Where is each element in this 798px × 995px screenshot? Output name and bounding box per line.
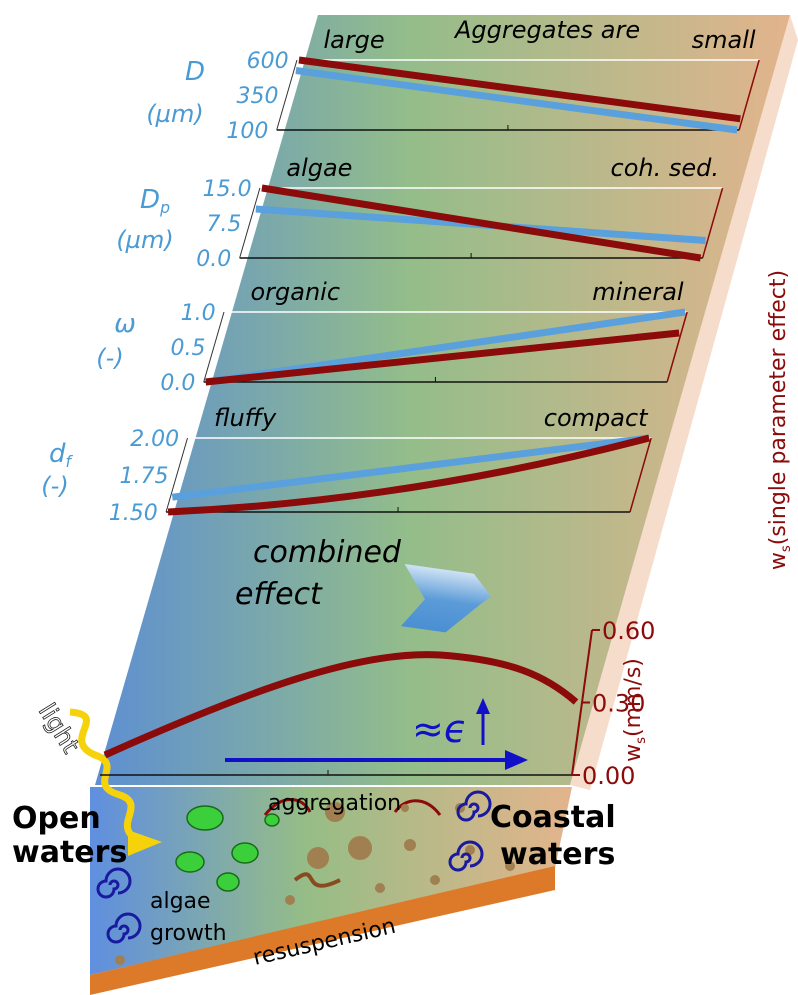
parameter-symbol: ω xyxy=(114,309,136,339)
tick-label: 15.0 xyxy=(203,177,252,202)
subscript: f xyxy=(66,453,74,471)
left-annotation: algae xyxy=(286,154,352,182)
tick-label: 0.00 xyxy=(582,762,635,790)
parameter-unit: (-) xyxy=(96,344,123,372)
aggregation-label: aggregation xyxy=(268,791,401,816)
tick-label: 600 xyxy=(247,49,289,74)
algae-label: growth xyxy=(150,921,227,946)
parameter-symbol: df xyxy=(49,439,74,471)
symbol: (single parameter effect) xyxy=(766,270,791,545)
open-waters: waters xyxy=(12,835,127,870)
symbol: w xyxy=(621,744,646,762)
tick-label: 0.0 xyxy=(160,371,195,396)
tick-label: 350 xyxy=(237,84,279,109)
axis-label: ws(mm/s) xyxy=(621,658,649,762)
combined-label: effect xyxy=(235,577,323,612)
symbol: D xyxy=(140,185,160,215)
right-annotation: compact xyxy=(544,404,649,432)
symbol: (mm/s) xyxy=(621,658,646,737)
tick-label: 100 xyxy=(226,119,268,144)
left-annotation: organic xyxy=(250,278,340,306)
tick-label: 7.5 xyxy=(206,212,241,237)
parameter-unit: (µm) xyxy=(146,100,203,128)
tick-label: 1.0 xyxy=(181,301,216,326)
parameter-symbol: D xyxy=(185,57,205,87)
right-annotation: coh. sed. xyxy=(611,154,719,182)
tick-label: 0.60 xyxy=(602,617,655,645)
left-annotation: large xyxy=(323,26,384,54)
parameter-unit: (-) xyxy=(41,472,68,500)
coastal-waters: Coastal xyxy=(490,800,616,835)
symbol: w xyxy=(766,552,791,570)
tick-label: 0.5 xyxy=(171,336,206,361)
tick-label: 1.75 xyxy=(119,464,168,489)
side-label: ws(single parameter effect) xyxy=(766,270,794,570)
header-title: Aggregates are xyxy=(453,16,640,44)
epsilon-label: ≈ϵ xyxy=(412,707,467,751)
subscript: p xyxy=(159,199,170,217)
figure: Aggregates are 600 350 100 D (µm) large small 15… xyxy=(0,0,798,995)
light-label: light xyxy=(33,698,85,758)
parameter-unit: (µm) xyxy=(116,226,173,254)
combined-label: combined xyxy=(253,535,402,570)
coastal-waters: waters xyxy=(500,837,615,872)
algae-label: algae xyxy=(150,889,211,914)
tick-label: 0.0 xyxy=(196,247,231,272)
open-waters: Open xyxy=(12,801,101,836)
left-annotation: fluffy xyxy=(214,404,277,432)
symbol: ω xyxy=(114,309,136,339)
parameter-symbol: Dp xyxy=(140,185,170,217)
symbol: d xyxy=(49,439,66,469)
tick-label: 2.00 xyxy=(130,427,179,452)
right-annotation: small xyxy=(692,26,756,54)
right-annotation: mineral xyxy=(592,278,684,306)
symbol: D xyxy=(185,57,205,87)
tick-label: 1.50 xyxy=(109,501,158,526)
